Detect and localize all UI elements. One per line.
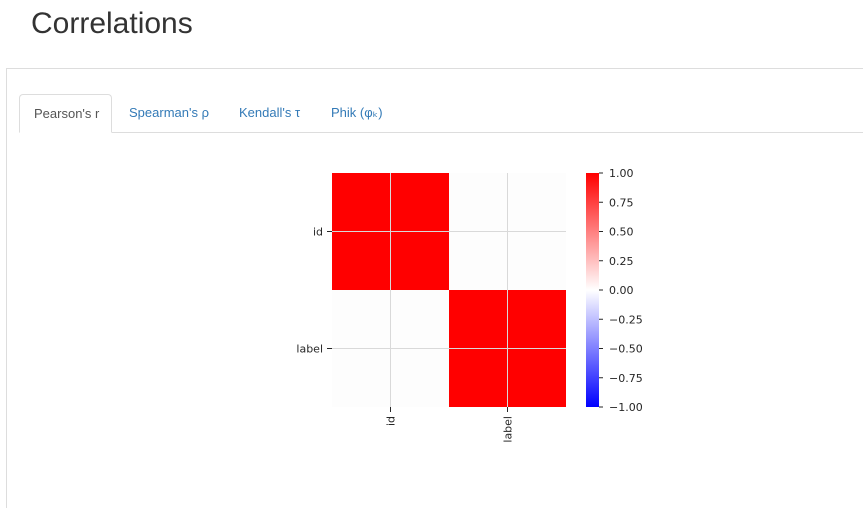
tab-spearman[interactable]: Spearman's ρ: [129, 105, 209, 120]
tab-phik[interactable]: Phik (φₖ): [331, 105, 383, 120]
correlation-tabs: Pearson's r Spearman's ρ Kendall's τ Phi…: [19, 94, 863, 133]
tab-pearson[interactable]: Pearson's r: [19, 94, 113, 133]
page-title: Correlations: [31, 7, 193, 40]
tab-kendall[interactable]: Kendall's τ: [239, 105, 301, 120]
correlations-panel: [6, 68, 863, 508]
